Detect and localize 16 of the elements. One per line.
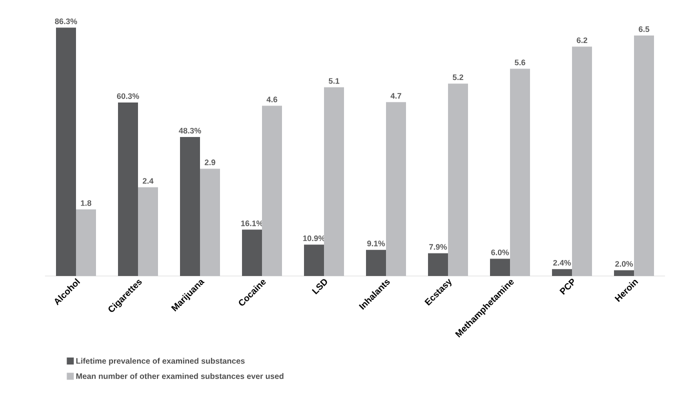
bar <box>572 46 592 276</box>
bar <box>386 102 406 276</box>
bar <box>428 253 448 276</box>
bar <box>56 28 76 276</box>
bar <box>76 209 96 276</box>
bar <box>448 84 468 276</box>
bar <box>366 250 386 276</box>
bar <box>262 106 282 276</box>
bar <box>242 230 262 276</box>
bar <box>552 269 572 276</box>
bar <box>634 36 654 276</box>
bar <box>510 68 530 276</box>
bar <box>324 87 344 276</box>
bar <box>304 244 324 276</box>
bar <box>490 258 510 276</box>
bar <box>614 270 634 276</box>
